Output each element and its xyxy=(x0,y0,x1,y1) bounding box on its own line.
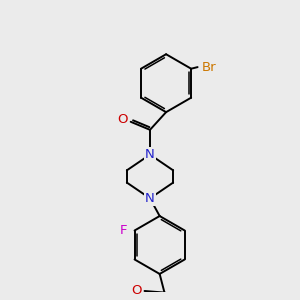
Text: F: F xyxy=(120,224,127,237)
Text: Br: Br xyxy=(202,61,216,74)
Text: O: O xyxy=(131,284,142,297)
Text: N: N xyxy=(145,192,155,205)
Text: O: O xyxy=(117,113,128,126)
Text: N: N xyxy=(145,148,155,161)
